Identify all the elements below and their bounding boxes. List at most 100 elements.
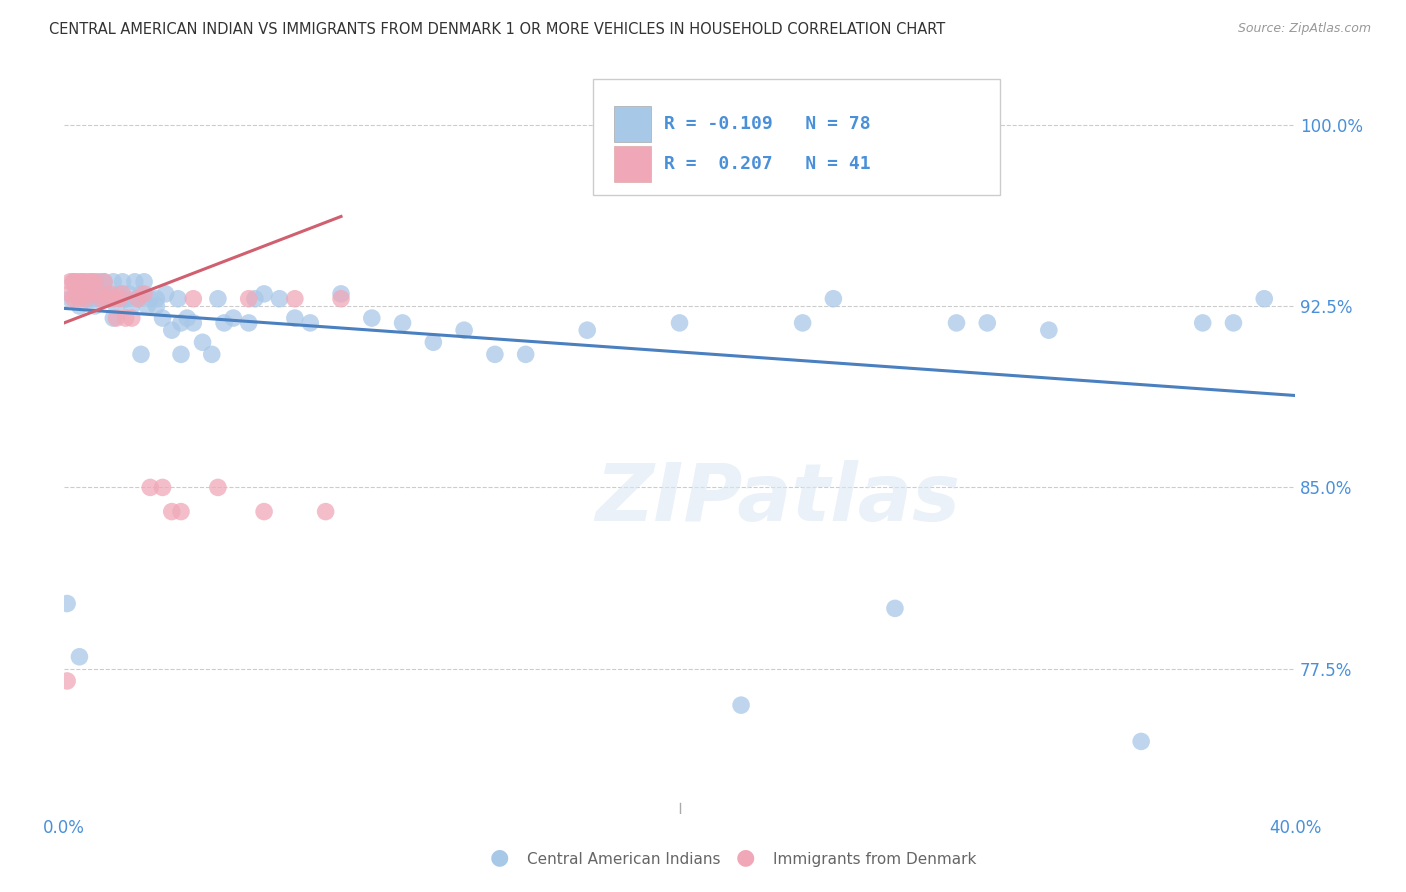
Point (330, 286, 353, 301)
Point (201, 347, 224, 361)
Text: ●: ● (489, 847, 509, 867)
Point (823, 292, 845, 306)
Point (118, 286, 141, 301)
Point (90, 292, 112, 306)
Point (129, 347, 152, 361)
Point (453, 323, 475, 337)
Point (90, 286, 112, 301)
Point (167, 292, 190, 306)
Point (132, 275, 155, 289)
Point (422, 335, 444, 350)
Point (160, 505, 183, 519)
Point (105, 311, 128, 326)
Point (77, 292, 100, 306)
Point (114, 292, 136, 306)
Point (243, 292, 266, 306)
Point (111, 275, 134, 289)
Point (87, 275, 110, 289)
Point (1222, 316, 1244, 330)
Point (176, 311, 198, 326)
Point (83, 299, 105, 313)
Point (56, 597, 79, 611)
Point (145, 299, 167, 313)
Point (391, 316, 413, 330)
Point (93, 275, 115, 289)
Point (1130, 734, 1153, 748)
Text: ●: ● (735, 847, 755, 867)
Point (59, 275, 82, 289)
FancyBboxPatch shape (614, 106, 651, 142)
Point (170, 505, 193, 519)
Point (114, 311, 136, 326)
Point (105, 299, 128, 313)
Point (59, 292, 82, 306)
Point (515, 347, 537, 361)
Point (69, 649, 91, 664)
Text: Central American Indians: Central American Indians (527, 852, 721, 867)
Point (284, 292, 307, 306)
Point (181, 316, 204, 330)
Point (103, 275, 125, 289)
Point (945, 316, 967, 330)
Point (1038, 323, 1060, 337)
Point (62, 275, 84, 289)
Point (136, 299, 159, 313)
Point (121, 311, 143, 326)
Point (87, 286, 110, 301)
Point (792, 316, 814, 330)
Point (96, 292, 118, 306)
Point (103, 311, 125, 326)
Point (90, 275, 112, 289)
Point (114, 292, 136, 306)
Point (315, 505, 337, 519)
Point (72, 286, 94, 301)
Point (976, 316, 998, 330)
Point (77, 286, 100, 301)
Text: Immigrants from Denmark: Immigrants from Denmark (773, 852, 977, 867)
Point (80, 275, 103, 289)
Point (103, 292, 125, 306)
Point (108, 286, 131, 301)
Point (207, 292, 229, 306)
Point (65, 286, 87, 301)
Point (75, 292, 97, 306)
Point (98, 292, 121, 306)
Point (484, 347, 506, 361)
Point (127, 292, 149, 306)
Point (360, 311, 382, 326)
Point (238, 316, 260, 330)
Point (111, 286, 134, 301)
Text: R = -0.109   N = 78: R = -0.109 N = 78 (664, 115, 870, 133)
Point (160, 323, 183, 337)
Point (212, 316, 235, 330)
Point (132, 286, 155, 301)
Point (62, 292, 84, 306)
Point (72, 275, 94, 289)
Point (65, 286, 87, 301)
Point (59, 286, 82, 301)
Point (145, 292, 167, 306)
Point (75, 292, 97, 306)
Point (152, 480, 174, 494)
Point (730, 698, 752, 713)
Point (124, 275, 146, 289)
Point (222, 311, 245, 326)
Point (170, 316, 193, 330)
Point (884, 601, 907, 615)
FancyBboxPatch shape (614, 146, 651, 182)
Point (284, 311, 307, 326)
Point (155, 286, 177, 301)
Point (181, 292, 204, 306)
Point (93, 275, 115, 289)
Point (56, 673, 79, 688)
Point (77, 286, 100, 301)
Point (108, 292, 131, 306)
Point (1191, 316, 1213, 330)
Point (65, 275, 87, 289)
Point (238, 292, 260, 306)
Point (83, 275, 105, 289)
Point (1253, 292, 1275, 306)
Point (121, 299, 143, 313)
Point (269, 292, 291, 306)
Point (62, 275, 84, 289)
